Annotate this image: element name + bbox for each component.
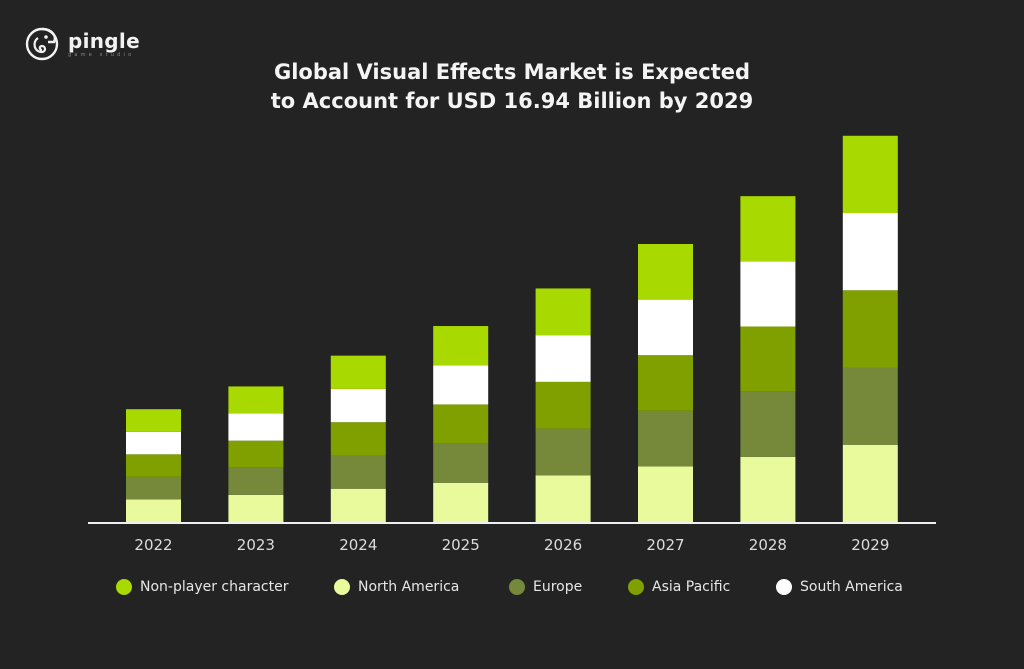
bar-segment-2028-non-player-character: [740, 196, 796, 262]
legend-label: South America: [800, 579, 903, 595]
bar-segment-2027-non-player-character: [638, 244, 693, 300]
x-tick-label: 2027: [646, 536, 684, 554]
legend-item-north-america: North America: [334, 579, 459, 595]
bar-segment-2028-south-america: [740, 261, 796, 327]
bar-segment-2026-south-america: [535, 335, 591, 382]
legend-item-non-player-character: Non-player character: [116, 579, 288, 595]
bar-segment-2022-north-america: [126, 499, 181, 522]
bar-segment-2025-asia-pacific: [433, 404, 489, 444]
bar-segment-2025-north-america: [433, 482, 489, 522]
bar-segment-2024-asia-pacific: [330, 422, 386, 456]
legend-item-asia-pacific: Asia Pacific: [628, 579, 730, 595]
x-tick-label: 2026: [544, 536, 582, 554]
legend-label: Asia Pacific: [652, 579, 731, 595]
x-tick-label: 2024: [339, 536, 377, 554]
bar-segment-2024-europe: [330, 455, 386, 489]
bar-segment-2027-europe: [638, 410, 693, 467]
bar-segment-2024-non-player-character: [330, 355, 386, 389]
bar-segment-2022-south-america: [126, 431, 181, 455]
logo-subtitle: game studio: [68, 51, 135, 58]
bar-segment-2023-non-player-character: [228, 386, 284, 414]
chart-title: Global Visual Effects Market is Expected…: [0, 58, 1024, 116]
legend-swatch: [116, 579, 132, 595]
bar-segment-2022-europe: [126, 476, 181, 500]
bar-segment-2022-asia-pacific: [126, 454, 181, 477]
bar-segment-2029-non-player-character: [842, 135, 898, 214]
bar-segment-2023-asia-pacific: [228, 440, 284, 468]
legend-swatch: [628, 579, 644, 595]
x-tick-label: 2023: [237, 536, 275, 554]
logo: pingle game studio: [24, 26, 140, 62]
bar-segment-2026-europe: [535, 428, 591, 476]
bar-segment-2024-south-america: [330, 388, 386, 423]
bar-segment-2028-asia-pacific: [740, 326, 796, 392]
legend-swatch: [509, 579, 525, 595]
legend-label: Europe: [533, 579, 583, 595]
x-tick-label: 2025: [442, 536, 480, 554]
legend-swatch: [334, 579, 350, 595]
bar-segment-2029-asia-pacific: [842, 290, 898, 368]
bar-segment-2026-north-america: [535, 475, 591, 522]
legend-label: Non-player character: [140, 579, 289, 595]
bar-segment-2024-north-america: [330, 488, 386, 522]
bar-segment-2026-non-player-character: [535, 288, 591, 336]
bar-segment-2023-north-america: [228, 494, 284, 522]
bar-segment-2027-north-america: [638, 466, 693, 522]
bar-segment-2023-south-america: [228, 413, 284, 441]
bar-segment-2025-non-player-character: [433, 326, 489, 366]
chameleon-logo-icon: [25, 27, 59, 61]
bar-segment-2028-europe: [740, 391, 796, 457]
bar-segment-2029-south-america: [842, 213, 898, 291]
legend-label: North America: [358, 579, 460, 595]
bar-segment-2022-non-player-character: [126, 409, 181, 432]
legend: Non-player character North America Europe A…: [0, 579, 1024, 601]
legend-item-south-america: South America: [776, 579, 903, 595]
bar-segment-2023-europe: [228, 467, 284, 495]
legend-swatch: [776, 579, 792, 595]
bar-segment-2028-north-america: [740, 456, 796, 522]
chart-title-line-2: to Account for USD 16.94 Billion by 2029: [270, 89, 754, 113]
x-tick-label: 2028: [749, 536, 787, 554]
chart-title-line-1: Global Visual Effects Market is Expected: [273, 60, 751, 84]
bar-segment-2027-asia-pacific: [638, 355, 693, 411]
legend-item-europe: Europe: [509, 579, 582, 595]
bar-segment-2029-europe: [842, 367, 898, 445]
x-tick-label: 2022: [134, 536, 172, 554]
bar-segment-2027-south-america: [638, 299, 693, 356]
bar-segment-2026-asia-pacific: [535, 381, 591, 429]
bar-segment-2029-north-america: [842, 444, 898, 522]
bar-segment-2025-south-america: [433, 365, 489, 405]
x-tick-label: 2029: [851, 536, 889, 554]
bar-segment-2025-europe: [433, 443, 489, 483]
logo-name: pingle: [68, 28, 140, 53]
